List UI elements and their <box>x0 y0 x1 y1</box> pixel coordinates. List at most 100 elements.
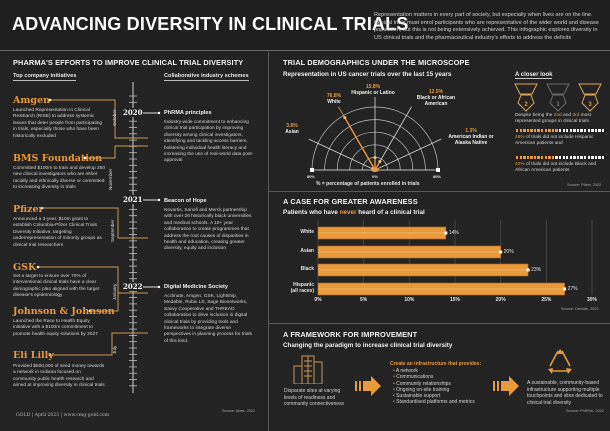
scheme-beacon-text: Novartis, Sanofi and Merck partnership w… <box>164 208 252 252</box>
company-dot <box>83 156 87 160</box>
bar-value-label: 27% <box>567 286 578 292</box>
company-bms-text: Committed $100m to train and develop 250… <box>13 166 105 191</box>
radial-value-dot <box>378 159 382 163</box>
square-empty <box>601 129 605 132</box>
square-filled <box>533 129 537 132</box>
medal-body <box>517 94 535 112</box>
framework-list: A networkCommunicationsCommunity relatio… <box>393 368 475 406</box>
square-empty <box>601 156 605 159</box>
month-january: January <box>112 283 117 300</box>
radial-center <box>371 168 379 172</box>
square-filled <box>533 156 537 159</box>
x-tick-label: 20% <box>495 297 506 303</box>
scheme-beacon-of-hope: Beacon of Hope <box>164 198 207 204</box>
year-dot <box>157 111 161 115</box>
square-empty <box>558 129 562 132</box>
framework-subtitle: Changing the paradigm to increase clinic… <box>283 342 453 349</box>
closer-look-title: A closer look <box>515 72 553 79</box>
stat1-text: 48% of trials did not include Hispanic A… <box>515 135 594 147</box>
radial-value-line <box>344 117 376 171</box>
company-dot <box>40 206 44 210</box>
medal-body <box>549 94 567 112</box>
company-dot <box>88 309 92 313</box>
bar-end-marker <box>444 231 448 235</box>
framework-right-text: A sustainable, community-based infrastru… <box>527 380 603 406</box>
medal-number: 2 <box>524 102 528 108</box>
medal-ribbon <box>578 83 602 95</box>
square-empty <box>573 129 576 132</box>
company-amgen: Amgen <box>13 95 51 106</box>
company-bms: BMS Foundation <box>13 153 103 164</box>
demographics-section-title: TRIAL DEMOGRAPHICS UNDER THE MICROSCOPE <box>283 58 470 67</box>
collab-schemes-heading: Collaborative industry schemes <box>164 73 249 81</box>
radial-chart <box>308 97 442 172</box>
month-november: November <box>108 168 113 190</box>
month-september: September <box>110 219 115 242</box>
x-tick-label: 5% <box>360 297 368 303</box>
label-hispanic: 15.8% Hispanic or Latino <box>351 84 395 96</box>
square-empty <box>566 156 569 159</box>
square-empty <box>562 129 565 132</box>
radial-axis-marker <box>310 168 314 172</box>
closer-source: Source: Pfizer, 2022 <box>567 183 602 187</box>
company-gsk-text: Set a target to ensure over 70% of inter… <box>13 274 100 299</box>
radial-caption: % = percentage of patients enrolled in t… <box>316 181 420 187</box>
label-black: 12.5% Black or African American <box>416 89 456 107</box>
year-dot <box>157 198 161 202</box>
bar-category-label: Asian <box>300 248 314 254</box>
bar-value-label: 14% <box>448 230 459 236</box>
square-filled <box>548 129 551 132</box>
timeline-connectors <box>36 98 148 357</box>
medal-icon: 2 <box>514 83 538 112</box>
square-empty <box>587 156 590 159</box>
square-filled <box>537 129 540 132</box>
company-connector <box>85 145 148 159</box>
x-tick-label: 25% <box>541 297 552 303</box>
medal-ribbon <box>546 83 570 95</box>
x-tick-label: 10% <box>404 297 415 303</box>
square-empty <box>576 129 580 132</box>
square-filled <box>537 156 540 159</box>
demographics-subtitle: Representation in US cancer trials over … <box>283 71 452 78</box>
square-empty <box>580 129 583 132</box>
radial-value-dot <box>343 116 347 120</box>
company-jnj: Johnson & Johnson <box>13 306 115 317</box>
recycle-icon <box>548 349 572 374</box>
square-empty <box>591 156 594 159</box>
column-divider <box>268 52 269 431</box>
awareness-bar-chart <box>317 220 593 296</box>
medal-body <box>581 94 599 112</box>
square-filled <box>519 129 522 132</box>
radial-value-dot <box>373 156 377 160</box>
framework-list-item: Ongoing on-site training <box>393 387 475 393</box>
month-july: July <box>112 345 117 354</box>
square-filled <box>526 156 530 159</box>
square-empty <box>566 129 569 132</box>
framework-list-item: Communications <box>393 374 475 380</box>
company-connector <box>90 292 148 312</box>
awareness-source: Source: Deloitte, 2022 <box>561 307 599 311</box>
company-pfizer-text: Announced a 3-year, $10m grant to establ… <box>13 217 102 248</box>
scheme-phrma-text: Industry-wide commitment to enhancing cl… <box>164 120 254 164</box>
radial-axis-center: 0% <box>372 174 378 179</box>
year-dot <box>157 285 161 289</box>
company-connector <box>50 332 148 356</box>
square-filled <box>555 129 558 132</box>
framework-section-title: A FRAMEWORK FOR IMPROVEMENT <box>283 330 418 339</box>
year-2022: 2022 <box>122 282 144 291</box>
company-dot <box>36 265 40 269</box>
bar-value-label: 23% <box>531 267 542 273</box>
header: ADVANCING DIVERSITY IN CLINICAL TRIALS R… <box>0 0 610 51</box>
medal-number: 1 <box>556 102 560 108</box>
x-tick-label: 0% <box>314 297 322 303</box>
square-empty <box>598 129 601 132</box>
square-empty <box>583 129 587 132</box>
pharma-source: Source: Abes, 2022 <box>222 409 256 413</box>
radial-spoke <box>308 138 376 171</box>
framework-list-item: A network <box>393 368 475 374</box>
square-filled <box>516 129 519 132</box>
top-company-heading: Top company initiatives <box>13 73 77 81</box>
arrow-right-icon-2 <box>493 376 519 396</box>
x-tick-label: 15% <box>449 297 460 303</box>
square-empty <box>598 156 601 159</box>
